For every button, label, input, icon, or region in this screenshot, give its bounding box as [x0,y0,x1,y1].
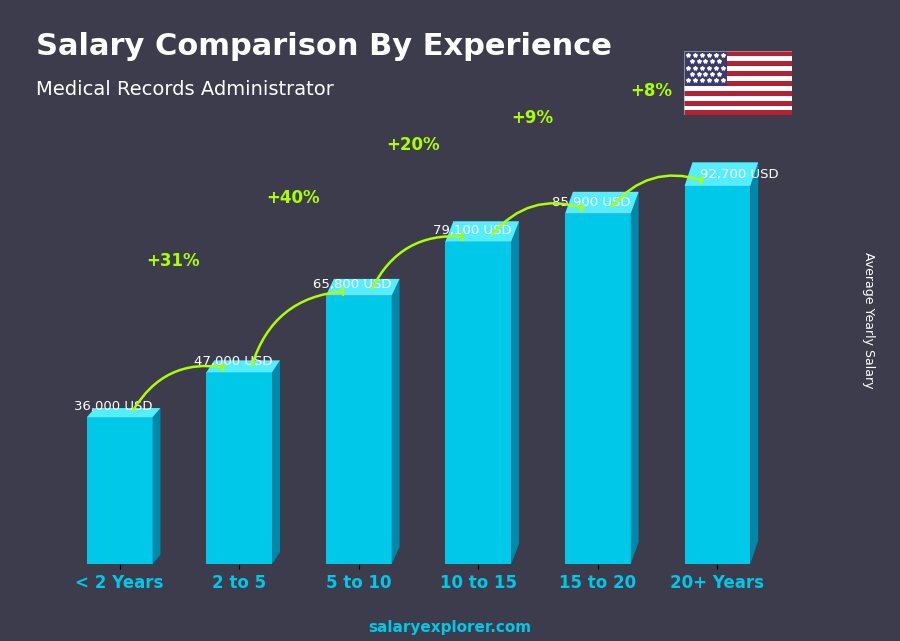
Bar [684,86,792,91]
Text: +20%: +20% [386,135,439,153]
Text: 85,900 USD: 85,900 USD [553,196,631,209]
Bar [684,91,792,96]
Bar [684,71,792,76]
Text: +8%: +8% [631,81,672,100]
Bar [446,242,511,564]
Bar [684,51,792,56]
Bar [685,186,751,564]
Bar [684,56,792,61]
Bar [684,51,727,86]
Polygon shape [153,408,160,564]
Bar [684,81,792,86]
Bar [684,66,792,71]
Polygon shape [86,408,160,417]
Text: +40%: +40% [266,189,320,208]
Polygon shape [326,279,400,296]
Bar [86,417,153,564]
Bar [684,61,792,66]
Polygon shape [565,192,639,213]
Bar [684,96,792,101]
Text: salaryexplorer.com: salaryexplorer.com [368,620,532,635]
Bar [684,110,792,115]
Bar [206,372,272,564]
Text: Medical Records Administrator: Medical Records Administrator [36,80,334,99]
Polygon shape [446,221,519,242]
Text: 79,100 USD: 79,100 USD [433,224,511,237]
Text: Salary Comparison By Experience: Salary Comparison By Experience [36,32,612,61]
Text: 65,800 USD: 65,800 USD [313,278,392,291]
Bar [684,76,792,81]
Text: 92,700 USD: 92,700 USD [699,169,778,181]
Polygon shape [206,360,280,372]
Polygon shape [631,192,639,564]
Text: +31%: +31% [147,252,201,271]
Polygon shape [685,162,758,186]
Text: Average Yearly Salary: Average Yearly Salary [862,253,875,388]
Polygon shape [751,162,758,564]
Polygon shape [511,221,519,564]
Text: 47,000 USD: 47,000 USD [194,355,273,368]
Bar [565,213,631,564]
Bar [326,296,392,564]
Text: +9%: +9% [511,108,554,127]
Bar [684,101,792,106]
Text: 36,000 USD: 36,000 USD [75,400,153,413]
Polygon shape [392,279,400,564]
Bar [684,106,792,110]
Polygon shape [272,360,280,564]
